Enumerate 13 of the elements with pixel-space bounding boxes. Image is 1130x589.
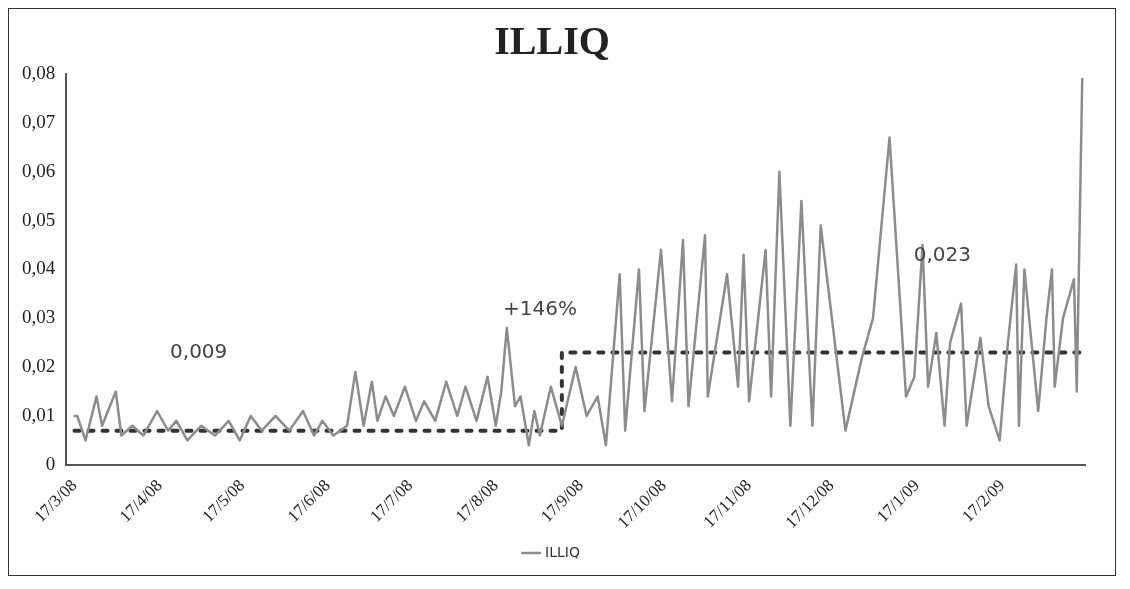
annotation: 0,009 — [170, 339, 228, 364]
y-tick-label: 0,02 — [22, 355, 56, 377]
y-tick-label: 0,08 — [22, 61, 56, 83]
annotation: +146% — [503, 296, 577, 321]
y-tick-label: 0 — [45, 452, 56, 474]
y-tick-label: 0,06 — [22, 159, 56, 181]
y-tick-label: 0,03 — [22, 306, 56, 328]
chart-title: ILLIQ — [494, 18, 610, 64]
y-tick-label: 0,01 — [22, 403, 56, 425]
legend-label: ILLIQ — [545, 543, 580, 560]
y-tick-label: 0,04 — [22, 257, 56, 279]
y-tick-label: 0,07 — [22, 110, 56, 132]
y-tick-label: 0,05 — [22, 208, 56, 230]
